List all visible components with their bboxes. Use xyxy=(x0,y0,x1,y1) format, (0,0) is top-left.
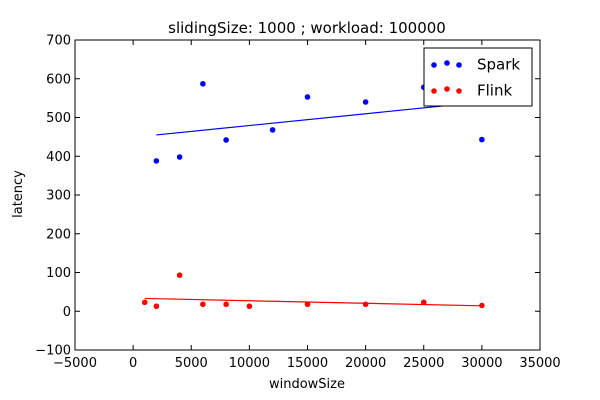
spark-data-point xyxy=(479,136,485,143)
spark-data-point xyxy=(362,99,369,105)
flink-data-point xyxy=(200,301,206,308)
spark-data-point xyxy=(304,94,311,100)
y-axis-label: latency xyxy=(11,170,26,218)
spark-fit-line xyxy=(156,101,482,136)
y-tick-label: 200 xyxy=(46,227,71,242)
data-points xyxy=(141,80,485,310)
spark-data-point xyxy=(176,154,183,160)
legend: Spark Flink xyxy=(423,47,533,107)
flink-data-point xyxy=(153,303,160,310)
flink-fit-line xyxy=(144,297,482,307)
flink-legend-label: Flink xyxy=(477,82,512,100)
y-tick-label: 500 xyxy=(46,111,71,126)
plot-area-frame xyxy=(74,39,541,351)
x-tick-label: 10000 xyxy=(229,356,270,371)
x-tick-label: 25000 xyxy=(403,356,444,371)
x-tick-label: 30000 xyxy=(461,356,502,371)
y-tick-label: 700 xyxy=(46,34,71,49)
flink-legend-marker xyxy=(444,86,450,92)
flink-data-point xyxy=(246,303,253,310)
y-tick-label: 600 xyxy=(46,72,71,87)
chart-title: slidingSize: 1000 ; workload: 100000 xyxy=(168,19,446,37)
fit-lines xyxy=(144,101,482,307)
flink-data-point xyxy=(223,301,229,308)
spark-legend-label: Spark xyxy=(477,56,520,74)
y-tick-label: 300 xyxy=(46,189,71,204)
spark-data-point xyxy=(269,127,276,133)
spark-legend-marker xyxy=(444,60,450,66)
spark-legend-marker xyxy=(431,62,437,68)
y-tick-label: 400 xyxy=(46,150,71,165)
legend-box xyxy=(423,47,533,107)
x-tick-label: 15000 xyxy=(287,356,328,371)
y-tick-label: 0 xyxy=(63,305,71,320)
x-tick-label: 20000 xyxy=(345,356,386,371)
flink-data-point xyxy=(362,301,369,308)
y-tick-label: −100 xyxy=(35,344,71,359)
x-tick-label: 5000 xyxy=(175,356,208,371)
spark-data-point xyxy=(200,80,206,87)
x-axis-label: windowSize xyxy=(269,377,345,392)
spark-data-point xyxy=(223,137,229,143)
axis-ticks: −5000 0 5000 10000 15000 20000 25000 30000 35000… xyxy=(35,34,560,372)
x-tick-label: −5000 xyxy=(53,356,97,371)
x-tick-label: 0 xyxy=(129,356,137,371)
spark-data-point xyxy=(153,158,160,164)
flink-legend-marker xyxy=(431,88,437,94)
x-tick-label: 35000 xyxy=(519,356,560,371)
flink-data-point xyxy=(304,301,311,308)
y-tick-label: 100 xyxy=(46,266,71,281)
flink-data-point xyxy=(420,299,427,306)
flink-legend-marker xyxy=(456,88,462,94)
flink-data-point xyxy=(176,272,183,279)
flink-data-point xyxy=(141,299,148,306)
spark-legend-marker xyxy=(456,62,462,68)
flink-data-point xyxy=(479,302,485,309)
